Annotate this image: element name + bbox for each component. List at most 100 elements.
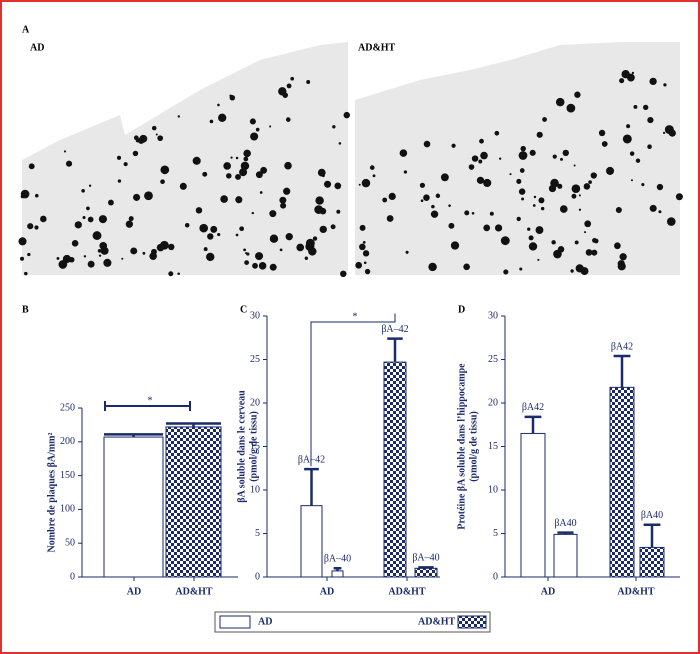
plaque bbox=[590, 172, 597, 179]
plaque bbox=[97, 249, 102, 253]
plaque bbox=[647, 144, 652, 150]
plaque bbox=[202, 171, 208, 177]
plaque bbox=[251, 211, 254, 215]
plaque bbox=[195, 207, 203, 214]
significance-bracket bbox=[104, 401, 191, 411]
plaque bbox=[578, 194, 581, 197]
x-tick-label: AD bbox=[320, 586, 334, 597]
plaque bbox=[56, 256, 60, 260]
plaque bbox=[668, 129, 676, 137]
x-tick-label: AD bbox=[541, 586, 555, 597]
plaque bbox=[155, 133, 158, 136]
y-axis-label: βA soluble dans le cerveau bbox=[236, 390, 247, 503]
plaque bbox=[494, 130, 500, 136]
plaque bbox=[280, 202, 287, 209]
y-tick-label: 15 bbox=[488, 441, 498, 452]
plaque bbox=[647, 116, 654, 124]
plaque bbox=[151, 125, 157, 131]
plaque bbox=[314, 205, 324, 214]
plaque bbox=[92, 231, 102, 240]
plaque bbox=[633, 104, 638, 109]
plaque bbox=[364, 268, 371, 275]
plaque bbox=[476, 176, 485, 184]
plaque bbox=[635, 158, 641, 163]
plaque bbox=[584, 231, 587, 234]
plaque bbox=[269, 234, 279, 243]
plaque bbox=[334, 182, 342, 190]
y-tick-label: 30 bbox=[488, 310, 498, 321]
plaque bbox=[428, 262, 437, 272]
y-axis-label: (pmol/g de tissu) bbox=[468, 411, 479, 482]
plaque bbox=[330, 224, 336, 230]
plaque bbox=[566, 103, 576, 113]
plaque bbox=[338, 142, 342, 145]
plaque bbox=[503, 269, 509, 275]
plaque bbox=[448, 204, 451, 207]
plaque bbox=[116, 155, 122, 160]
bar-label: βA40 bbox=[554, 518, 576, 529]
plaque bbox=[480, 151, 488, 160]
plaque bbox=[279, 196, 287, 204]
bar bbox=[520, 432, 546, 578]
plaque bbox=[160, 179, 165, 185]
legend-label: AD bbox=[258, 616, 272, 627]
plaque bbox=[362, 240, 366, 244]
plaque bbox=[132, 193, 141, 201]
plaque bbox=[283, 187, 291, 195]
plaque bbox=[617, 262, 626, 271]
plaque bbox=[593, 238, 599, 244]
plaque bbox=[304, 256, 309, 260]
plaque bbox=[358, 183, 361, 186]
plaque bbox=[336, 209, 341, 214]
plaque bbox=[332, 125, 336, 129]
bar bbox=[331, 570, 344, 578]
image-title: AD&HT bbox=[358, 42, 396, 53]
plaque bbox=[217, 103, 220, 107]
plaque bbox=[255, 252, 264, 261]
plaque bbox=[285, 233, 293, 241]
y-tick-label: 0 bbox=[70, 571, 75, 582]
plaque bbox=[527, 227, 531, 231]
bar bbox=[165, 426, 222, 578]
plaque bbox=[372, 174, 376, 178]
plaque bbox=[520, 145, 526, 152]
y-tick-label: 5 bbox=[493, 528, 498, 539]
plaque bbox=[615, 206, 622, 214]
plaque bbox=[81, 188, 85, 193]
plaque bbox=[244, 260, 250, 266]
plaque bbox=[483, 178, 492, 188]
plaque bbox=[209, 119, 214, 124]
plaque bbox=[649, 204, 657, 212]
plaque bbox=[539, 198, 543, 202]
plaque bbox=[571, 184, 581, 194]
plaque bbox=[243, 248, 247, 252]
plaque bbox=[619, 253, 627, 261]
plaque bbox=[619, 78, 625, 84]
plaque bbox=[359, 243, 366, 251]
plaque bbox=[471, 211, 475, 215]
plaque bbox=[540, 206, 545, 211]
plaque bbox=[656, 183, 664, 191]
plaque bbox=[246, 252, 250, 256]
y-axis-label: (pmol/g de tissu) bbox=[248, 411, 259, 482]
plaque bbox=[63, 150, 67, 153]
y-tick-label: 10 bbox=[488, 484, 498, 495]
y-tick-label: 200 bbox=[60, 436, 75, 447]
plaque bbox=[521, 197, 525, 201]
plaque bbox=[578, 208, 582, 211]
plaque bbox=[98, 215, 108, 224]
plaque bbox=[626, 124, 631, 129]
bar-label: βA42 bbox=[611, 341, 633, 352]
bar bbox=[300, 505, 323, 578]
plaque bbox=[121, 257, 124, 260]
plaque bbox=[243, 156, 249, 162]
plaque bbox=[629, 151, 635, 156]
plaque bbox=[125, 220, 133, 228]
plaque bbox=[463, 263, 470, 271]
plaque bbox=[591, 249, 598, 256]
plaque bbox=[160, 165, 170, 175]
plaque bbox=[494, 224, 503, 232]
plaque bbox=[87, 216, 94, 223]
plaque bbox=[583, 183, 591, 190]
plaque bbox=[658, 210, 662, 214]
